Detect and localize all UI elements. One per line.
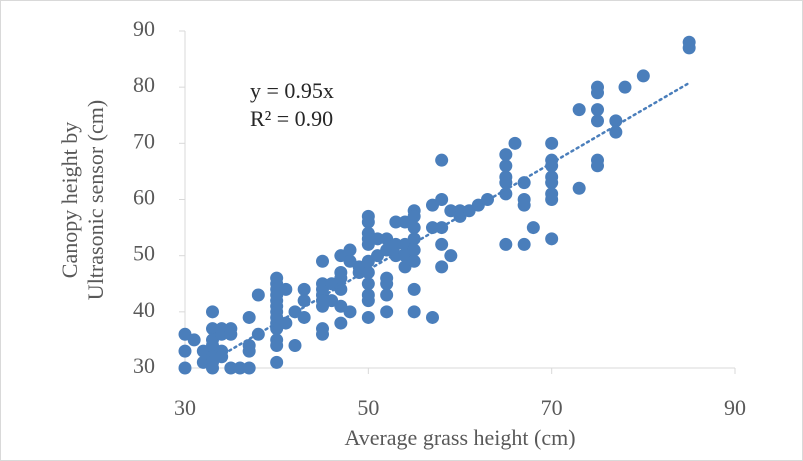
- x-tick-label: 90: [724, 395, 746, 420]
- point: [389, 249, 403, 263]
- point: [178, 344, 192, 358]
- point: [288, 339, 302, 353]
- point: [609, 114, 623, 128]
- point: [499, 159, 513, 173]
- point: [389, 237, 403, 251]
- point: [206, 361, 219, 375]
- point: [242, 361, 256, 375]
- y-axis-label: Ultrasonic sensor (cm): [83, 100, 108, 300]
- trend-r2: R² = 0.90: [250, 106, 333, 131]
- trend-equation: y = 0.95x: [250, 78, 334, 103]
- point: [270, 355, 284, 369]
- point: [545, 193, 559, 206]
- point: [380, 288, 394, 302]
- point: [517, 198, 531, 212]
- point: [371, 232, 384, 246]
- point: [499, 176, 513, 190]
- point: [499, 237, 513, 251]
- point: [545, 176, 559, 190]
- point: [251, 288, 265, 302]
- point: [545, 232, 559, 246]
- point: [187, 333, 201, 347]
- point: [499, 148, 513, 162]
- point: [526, 221, 540, 235]
- point: [334, 316, 348, 330]
- point: [426, 310, 439, 324]
- point: [618, 80, 632, 94]
- point: [435, 193, 449, 206]
- point: [270, 339, 284, 353]
- point: [361, 266, 375, 280]
- y-tick-label: 40: [133, 297, 155, 322]
- x-tick-label: 50: [357, 395, 379, 420]
- y-tick-label: 60: [133, 185, 155, 210]
- point: [242, 344, 256, 358]
- point: [389, 215, 403, 229]
- y-tick-label: 50: [133, 241, 155, 266]
- point: [297, 310, 311, 324]
- point: [407, 243, 421, 257]
- point: [407, 282, 421, 296]
- point: [242, 310, 256, 324]
- point: [407, 209, 421, 223]
- point: [636, 69, 650, 83]
- point: [545, 136, 559, 150]
- point: [508, 136, 522, 150]
- x-axis-label: Average grass height (cm): [344, 425, 575, 450]
- point: [499, 187, 513, 201]
- point: [407, 254, 421, 268]
- point: [343, 243, 357, 257]
- point: [352, 266, 366, 280]
- point: [251, 327, 265, 341]
- y-tick-label: 80: [133, 72, 155, 97]
- y-tick-label: 30: [133, 353, 155, 378]
- x-tick-label: 70: [541, 395, 563, 420]
- point: [297, 282, 311, 296]
- point: [334, 282, 348, 296]
- point: [361, 310, 375, 324]
- point: [435, 153, 449, 167]
- point: [591, 114, 604, 128]
- point: [361, 215, 375, 229]
- point: [407, 221, 421, 235]
- point: [316, 254, 329, 268]
- point: [682, 41, 696, 55]
- point: [426, 221, 439, 235]
- point: [343, 305, 357, 319]
- point: [435, 237, 449, 251]
- point: [361, 277, 375, 291]
- point: [517, 237, 531, 251]
- point: [233, 361, 247, 375]
- point: [407, 305, 421, 319]
- y-tick-label: 90: [133, 16, 155, 41]
- point: [444, 249, 458, 263]
- point: [316, 327, 329, 341]
- point: [380, 305, 394, 319]
- point: [334, 271, 348, 285]
- trendline: [202, 81, 691, 368]
- point: [206, 305, 219, 319]
- point: [609, 125, 623, 139]
- point: [407, 232, 421, 246]
- point: [572, 103, 586, 117]
- point: [380, 277, 394, 291]
- y-tick-label: 70: [133, 128, 155, 153]
- point: [224, 327, 238, 341]
- point: [224, 361, 238, 375]
- point: [591, 103, 604, 117]
- point: [435, 260, 449, 274]
- y-axis-label: Canopy height by: [57, 122, 82, 278]
- point: [361, 294, 375, 308]
- point: [517, 176, 531, 190]
- point: [572, 181, 586, 195]
- x-tick-label: 30: [174, 395, 196, 420]
- point: [591, 159, 604, 173]
- point: [178, 361, 192, 375]
- point: [545, 159, 559, 173]
- point: [279, 282, 293, 296]
- point: [591, 86, 604, 100]
